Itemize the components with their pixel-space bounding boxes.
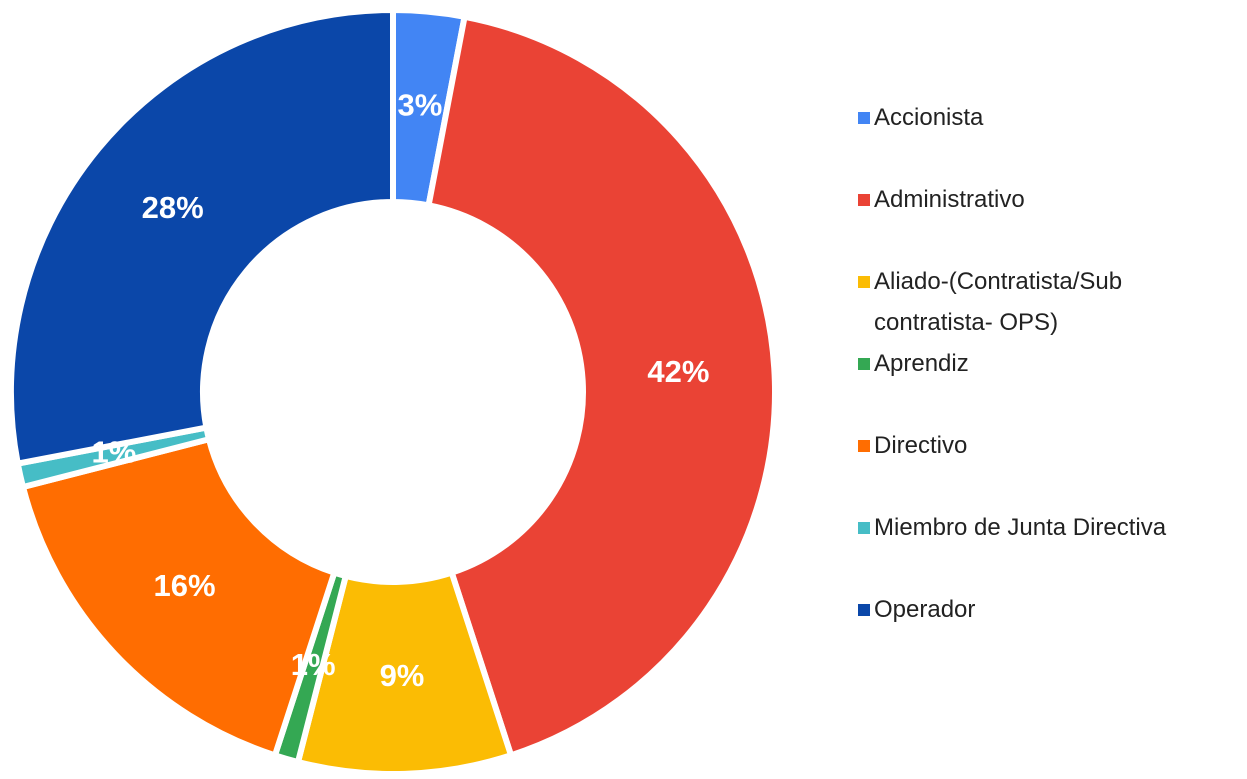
legend-label: Administrativo [874,186,1025,213]
legend-swatch [858,358,870,370]
chart: 3% 42% 9% 1% 16% 1% 28% [8,6,778,774]
legend-label: Directivo [874,432,968,459]
legend-label: Miembro de Junta Directiva [874,514,1167,541]
data-label: 3% [398,87,443,122]
legend-swatch [858,194,870,206]
legend-item: Accionista [858,97,983,138]
legend-item: Aliado-(Contratista/Sub contratista- OPS… [858,261,1238,343]
legend-label: Aprendiz [874,350,969,377]
legend-label: Operador [874,596,976,623]
legend-swatch [858,604,870,616]
data-label: 28% [142,190,204,225]
donut-slice [19,435,339,760]
legend-item: Miembro de Junta Directiva [858,507,1166,548]
legend-swatch [858,276,870,288]
data-label: 1% [291,647,336,682]
data-label: 1% [91,435,136,470]
data-label: 42% [647,354,709,389]
legend-swatch [858,522,870,534]
data-label: 9% [380,658,425,693]
legend-swatch [858,440,870,452]
legend-item: Directivo [858,425,967,466]
legend-item: Aprendiz [858,343,969,384]
legend-label: Aliado-(Contratista/Sub contratista- OPS… [874,268,1123,336]
legend-label: Accionista [874,104,984,131]
data-label: 16% [153,568,215,603]
donut-slice [8,6,396,468]
donut-slice [425,13,778,760]
legend-item: Operador [858,589,975,630]
legend-swatch [858,112,870,124]
legend-item: Administrativo [858,179,1025,220]
